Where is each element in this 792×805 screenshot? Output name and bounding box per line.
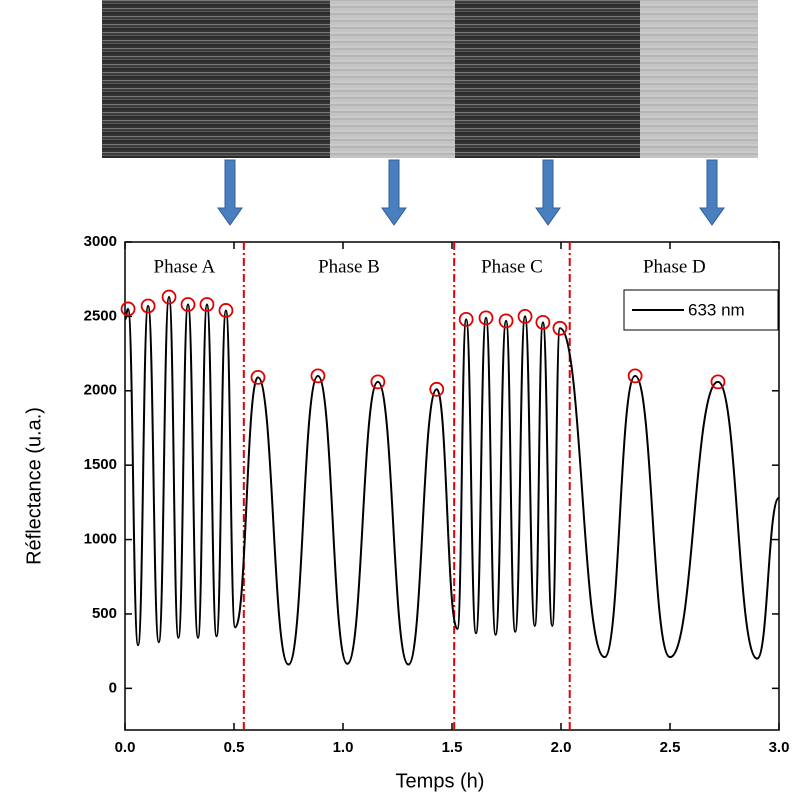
x-tick-label: 2.5 xyxy=(660,739,681,756)
x-tick-label: 1.5 xyxy=(442,739,463,756)
y-tick-label: 2000 xyxy=(84,382,117,399)
x-tick-label: 3.0 xyxy=(769,739,790,756)
x-axis-label: Temps (h) xyxy=(396,770,485,792)
peak-marker xyxy=(478,310,494,326)
y-tick-label: 500 xyxy=(92,605,117,622)
peak-marker xyxy=(458,311,474,327)
phase-label: Phase C xyxy=(481,256,543,277)
peak-marker xyxy=(250,369,266,385)
y-tick-label: 1500 xyxy=(84,456,117,473)
arrow xyxy=(699,159,725,226)
peak-marker xyxy=(517,308,533,324)
y-tick-label: 2500 xyxy=(84,307,117,324)
arrows xyxy=(217,159,725,226)
peak-marker xyxy=(199,297,215,312)
phase-label: Phase D xyxy=(643,256,706,277)
x-tick-label: 0.0 xyxy=(115,739,136,756)
peak-marker xyxy=(535,314,551,330)
y-tick-label: 0 xyxy=(109,679,117,696)
arrow xyxy=(535,159,561,226)
x-tick-label: 0.5 xyxy=(224,739,245,756)
peak-marker xyxy=(161,289,177,305)
phase-label: Phase A xyxy=(154,256,216,277)
sem-image-dark xyxy=(455,0,640,158)
peak-marker xyxy=(498,313,514,329)
peak-marker xyxy=(310,368,326,384)
peak-marker xyxy=(710,374,726,390)
arrow xyxy=(381,159,407,226)
peak-marker xyxy=(120,301,136,317)
y-axis-label: Réflectance (u.a.) xyxy=(23,407,45,565)
peak-marker xyxy=(429,381,445,397)
peak-marker xyxy=(552,320,568,336)
x-tick-label: 2.0 xyxy=(551,739,572,756)
peak-marker xyxy=(627,368,643,384)
x-tick-label: 1.0 xyxy=(333,739,354,756)
sem-image-light xyxy=(330,0,455,158)
arrow xyxy=(217,159,243,226)
peak-marker xyxy=(218,303,234,318)
sem-image-dark xyxy=(102,0,330,158)
data-line xyxy=(124,296,780,666)
peak-marker xyxy=(180,297,196,312)
peak-marker xyxy=(140,298,156,314)
legend-label: 633 nm xyxy=(688,300,745,319)
peak-marker xyxy=(370,374,386,390)
y-tick-label: 3000 xyxy=(84,233,117,250)
y-tick-label: 1000 xyxy=(84,531,117,548)
sem-image-light xyxy=(640,0,758,158)
phase-label: Phase B xyxy=(318,256,380,277)
